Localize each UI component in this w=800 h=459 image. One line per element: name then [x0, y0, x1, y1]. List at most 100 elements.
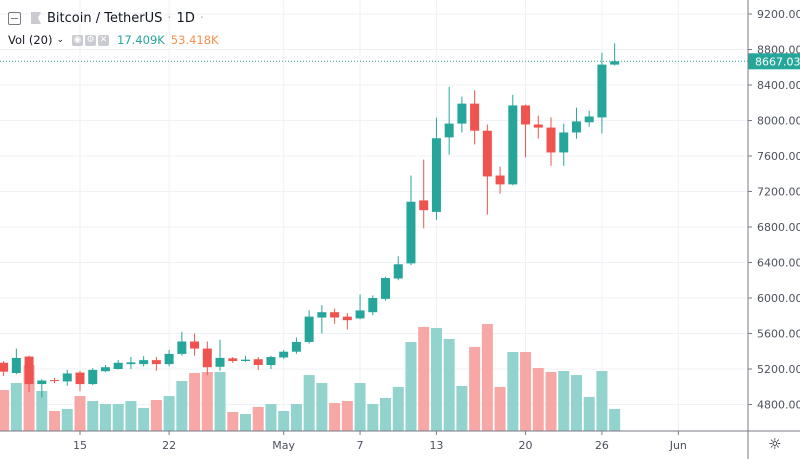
candle-body: [228, 358, 238, 362]
volume-bar: [125, 401, 137, 431]
candle-body: [253, 359, 263, 366]
volume-bar: [481, 324, 493, 431]
eye-icon[interactable]: ◉: [72, 34, 84, 46]
y-axis-label: 8000.00: [757, 115, 800, 128]
volume-bar: [520, 352, 532, 431]
chart-settings-icon[interactable]: ☼: [768, 435, 782, 453]
candle-body: [304, 316, 314, 342]
y-axis-label: 4800.00: [757, 399, 800, 412]
volume-bar: [10, 383, 22, 431]
y-axis-label: 9200.00: [757, 8, 800, 21]
y-axis-label: 6400.00: [757, 257, 800, 270]
candle-body: [37, 380, 47, 385]
candle-body: [202, 348, 212, 368]
candle-body: [431, 138, 441, 212]
candle-body: [559, 132, 569, 153]
chevron-down-icon[interactable]: ⌄: [56, 35, 65, 45]
volume-value: 17.409K: [117, 33, 165, 47]
volume-bar: [596, 371, 608, 431]
symbol-name[interactable]: Bitcoin / TetherUS: [47, 10, 163, 26]
candle-body: [113, 362, 123, 369]
gear-icon[interactable]: ⚙: [85, 34, 97, 46]
volume-indicator-label[interactable]: Vol (20): [8, 33, 53, 47]
volume-bar: [367, 404, 379, 431]
volume-bar: [74, 396, 86, 431]
y-axis-label: 6800.00: [757, 221, 800, 234]
candle-body: [342, 316, 352, 321]
x-axis-label: May: [272, 439, 295, 452]
candle-body: [151, 360, 161, 365]
flag-icon[interactable]: [31, 12, 41, 24]
volume-bar: [341, 401, 353, 431]
candle-body: [508, 105, 518, 185]
candle-body: [88, 369, 98, 385]
candle-body: [470, 103, 480, 131]
candle-body: [50, 380, 60, 382]
candle-body: [190, 341, 200, 349]
volume-bar: [507, 352, 519, 431]
volume-bar: [532, 367, 544, 431]
candle-body: [521, 105, 531, 125]
candle-body: [279, 351, 289, 358]
volume-bar: [609, 408, 621, 431]
y-axis-label: 5200.00: [757, 363, 800, 376]
volume-bar: [558, 371, 570, 431]
volume-bar: [430, 327, 442, 431]
candle-body: [215, 357, 225, 367]
x-axis-label: Jun: [669, 439, 687, 452]
separator-dot: ·: [167, 10, 172, 26]
volume-bar: [138, 407, 150, 431]
candle-body: [381, 278, 391, 299]
volume-bar: [354, 383, 366, 431]
x-axis-label: 7: [357, 439, 364, 452]
candle-body: [164, 353, 174, 365]
volume-bar: [239, 414, 251, 431]
x-axis-label: 13: [429, 439, 443, 452]
x-axis-label: 22: [162, 439, 176, 452]
volume-bar: [418, 326, 430, 431]
volume-bar: [176, 381, 188, 431]
candle-body: [444, 123, 454, 138]
y-axis-label: 7600.00: [757, 150, 800, 163]
y-axis-label: 8400.00: [757, 79, 800, 92]
volume-ma-value: 53.418K: [170, 33, 219, 47]
chart-legend: Bitcoin / TetherUS · 1D · Vol (20) ⌄ ◉ ⚙…: [8, 8, 219, 50]
candle-body: [406, 201, 416, 264]
collapse-icon[interactable]: [8, 11, 21, 25]
volume-bar: [278, 411, 290, 431]
last-price-badge: [748, 53, 800, 70]
candle-body: [571, 121, 581, 133]
volume-bar: [316, 383, 328, 431]
candle-body: [75, 372, 85, 385]
volume-bar: [150, 399, 162, 431]
candle-body: [597, 64, 607, 118]
volume-bar: [494, 386, 506, 431]
volume-bar: [392, 386, 404, 431]
volume-bar: [61, 408, 73, 431]
last-price-label: 8667.03: [755, 55, 800, 68]
candle-body: [62, 373, 72, 382]
y-axis-label: 8800.00: [757, 44, 800, 57]
volume-bar: [214, 372, 226, 431]
volume-bar: [227, 412, 239, 431]
volume-bar: [87, 401, 99, 431]
status-dot: ·: [199, 10, 204, 26]
close-icon[interactable]: ✕: [98, 34, 110, 46]
candle-body: [393, 264, 403, 279]
candle-body: [126, 362, 136, 365]
candle-body: [0, 362, 9, 372]
candle-body: [24, 356, 34, 385]
candle-body: [317, 312, 327, 318]
volume-bar: [0, 389, 10, 431]
candle-body: [355, 310, 365, 319]
volume-bar: [49, 411, 61, 431]
candle-body: [495, 175, 505, 185]
volume-bar: [23, 365, 35, 431]
volume-bar: [112, 404, 124, 431]
y-axis-label: 7200.00: [757, 186, 800, 199]
interval-label[interactable]: 1D: [176, 10, 195, 26]
volume-bar: [405, 342, 417, 431]
candle-body: [546, 127, 556, 153]
volume-bar: [329, 403, 341, 431]
